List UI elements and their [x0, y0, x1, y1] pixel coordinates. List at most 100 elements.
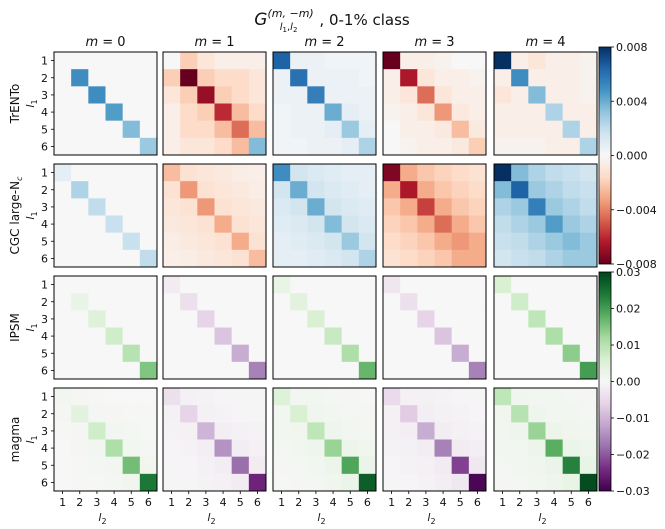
heatmap-cell: [545, 276, 564, 294]
heatmap-cell: [528, 405, 546, 423]
heatmap-cell: [468, 198, 487, 216]
heatmap-cell: [180, 456, 198, 475]
heatmap-cell: [214, 361, 233, 380]
heatmap-cell: [468, 293, 487, 311]
x-tick-label: 3: [422, 496, 429, 509]
x-axis-label: l2: [538, 511, 546, 526]
heatmap-cell: [468, 276, 487, 294]
heatmap-cell: [273, 310, 291, 328]
heatmap-cell: [511, 120, 529, 139]
heatmap-cell: [290, 388, 308, 406]
heatmap-cell: [417, 249, 435, 268]
heatmap-cell: [511, 473, 529, 492]
heatmap-cell: [290, 164, 308, 182]
heatmap-cell: [88, 249, 106, 268]
heatmap-cell: [231, 52, 250, 70]
heatmap-cell: [417, 215, 435, 234]
x-tick-label: 1: [499, 496, 506, 509]
heatmap-cell: [88, 361, 106, 380]
heatmap-cell: [434, 456, 453, 475]
heatmap-cell: [511, 456, 529, 475]
heatmap-cell: [494, 344, 512, 363]
heatmap-cell: [468, 310, 487, 328]
heatmap-cell: [451, 86, 470, 104]
heatmap-cell: [197, 103, 215, 122]
heatmap-cell: [494, 52, 512, 70]
heatmap-cell: [180, 181, 198, 199]
heatmap-cell: [451, 137, 470, 156]
heatmap-cell: [434, 310, 453, 328]
heatmap-cell: [468, 344, 487, 363]
heatmap-cell: [88, 405, 106, 423]
heatmap-cell: [358, 69, 377, 87]
heatmap-cell: [494, 276, 512, 294]
column-title-m0: m = 0: [85, 35, 125, 50]
panel-frame: [382, 387, 487, 492]
heatmap-cell: [528, 344, 546, 363]
heatmap-cell: [324, 388, 343, 406]
colorbar-RdBu: 0.008 0.004 0.000 −0.004 −0.008: [598, 41, 657, 271]
heatmap-cell: [358, 361, 377, 380]
x-tick-label: 4: [551, 496, 558, 509]
heatmap-cell: [163, 86, 181, 104]
panel-frame: [162, 387, 267, 492]
heatmap-cell: [54, 52, 72, 70]
heatmap-cell: [451, 473, 470, 492]
heatmap-cell: [451, 164, 470, 182]
panel-frame: [382, 51, 487, 156]
heatmap-cell: [451, 310, 470, 328]
y-tick-label: 4: [41, 330, 48, 343]
heatmap-cell: [248, 344, 267, 363]
heatmap-cell: [358, 456, 377, 475]
x-tick-label: 4: [220, 496, 227, 509]
heatmap-cell: [545, 293, 564, 311]
heatmap-cell: [511, 181, 529, 199]
heatmap-cell: [163, 310, 181, 328]
heatmap-cell: [511, 52, 529, 70]
heatmap-cell: [562, 198, 581, 216]
heatmap-cell: [248, 456, 267, 475]
heatmap-cell: [528, 181, 546, 199]
heatmap-cell: [400, 310, 418, 328]
heatmap-cell: [180, 215, 198, 234]
heatmap-cell: [290, 120, 308, 139]
heatmap-cell: [417, 181, 435, 199]
heatmap-cell: [122, 439, 141, 458]
heatmap-cell: [383, 69, 401, 87]
heatmap-cell: [139, 276, 158, 294]
heatmap-cell: [163, 361, 181, 380]
heatmap-cell: [197, 137, 215, 156]
heatmap-cell: [358, 473, 377, 492]
heatmap-cell: [468, 137, 487, 156]
heatmap-cell: [511, 327, 529, 346]
heatmap-cell: [451, 327, 470, 346]
heatmap-cell: [197, 422, 215, 440]
colorbar-tick-label: 0.02: [616, 303, 641, 316]
heatmap-cell: [417, 473, 435, 492]
heatmap-cell: [88, 215, 106, 234]
heatmap-cell: [105, 361, 124, 380]
heatmap-cell: [71, 103, 89, 122]
heatmap-cell: [122, 310, 141, 328]
heatmap-cell: [88, 327, 106, 346]
heatmap-cell: [383, 103, 401, 122]
y-tick-label: 6: [41, 140, 48, 153]
heatmap-cell: [180, 422, 198, 440]
column-titles: m = 0 m = 1 m = 2 m = 3 m = 4: [85, 35, 565, 50]
heatmap-cell: [122, 69, 141, 87]
heatmap-cell: [579, 361, 598, 380]
heatmap-cell: [54, 137, 72, 156]
heatmap-cell: [383, 361, 401, 380]
heatmap-cell: [290, 327, 308, 346]
heatmap-cell: [579, 120, 598, 139]
x-tick-label: 2: [76, 496, 83, 509]
heatmap-cell: [88, 473, 106, 492]
heatmap-cell: [248, 439, 267, 458]
heatmap-cell: [71, 120, 89, 139]
heatmap-cell: [122, 215, 141, 234]
heatmap-cell: [579, 181, 598, 199]
heatmap-cell: [383, 137, 401, 156]
heatmap-cell: [122, 293, 141, 311]
heatmap-cell: [307, 232, 325, 251]
heatmap-cell: [511, 103, 529, 122]
